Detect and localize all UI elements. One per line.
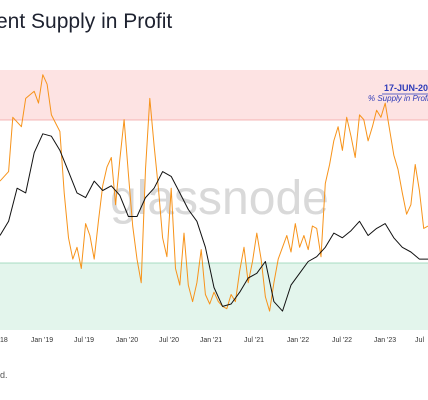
watermark: glassnode xyxy=(110,172,329,225)
annotation-date: 17-JUN-20 xyxy=(384,83,428,93)
x-tick-label: Jan '19 xyxy=(31,337,53,344)
x-tick-label: Jan '20 xyxy=(116,337,138,344)
x-tick-label: Jul '21 xyxy=(244,337,264,344)
x-tick-label: Jul '19 xyxy=(74,337,94,344)
x-tick-label: Jul xyxy=(415,337,424,344)
x-tick-label: Jan '21 xyxy=(200,337,222,344)
footer-note: d. xyxy=(0,370,8,380)
x-tick-label: 18 xyxy=(0,337,8,344)
x-tick-label: Jan '23 xyxy=(374,337,396,344)
upper-band xyxy=(0,70,428,120)
x-tick-label: Jul '20 xyxy=(159,337,179,344)
price-line xyxy=(0,133,428,312)
chart-title: ent Supply in Profit xyxy=(0,10,173,33)
x-tick-label: Jul '22 xyxy=(332,337,352,344)
x-axis-ticks: 18 Jan '19 Jul '19 Jan '20 Jul '20 Jan '21 Jul… xyxy=(0,337,424,344)
annotation-label: % Supply in Profi xyxy=(368,94,428,103)
x-tick-label: Jan '22 xyxy=(287,337,309,344)
lower-band xyxy=(0,263,428,330)
